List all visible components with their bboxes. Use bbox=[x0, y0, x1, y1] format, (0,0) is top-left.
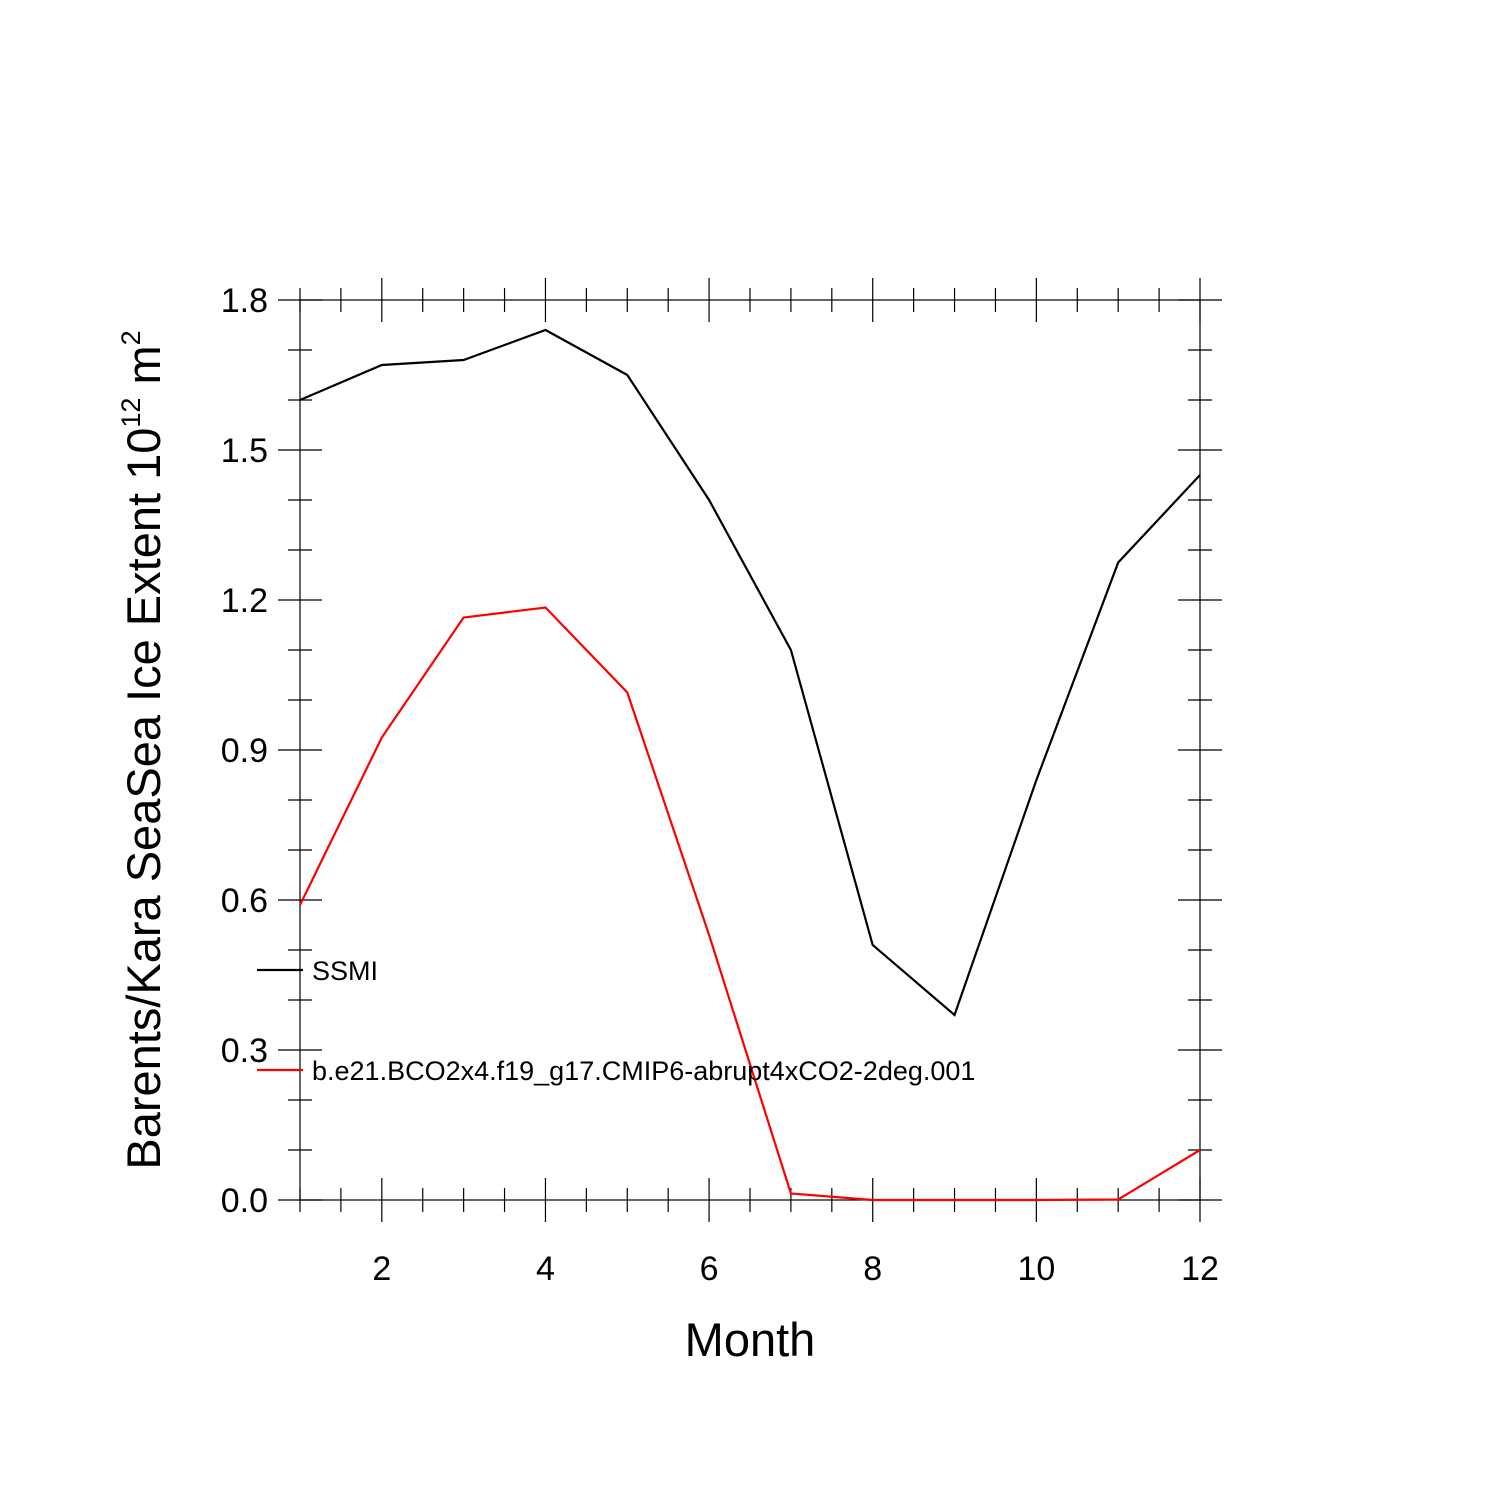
x-axis-title: Month bbox=[685, 1313, 816, 1366]
y-tick-label: 0.3 bbox=[221, 1032, 268, 1070]
plot-frame bbox=[299, 299, 1201, 1201]
x-tick-label: 6 bbox=[700, 1250, 719, 1288]
x-tick-label: 4 bbox=[536, 1250, 555, 1288]
legend-label-1: SSMI bbox=[312, 956, 378, 986]
y-tick-label: 1.8 bbox=[221, 282, 268, 320]
y-axis-title-text: Barents/Kara SeaSea Ice Extent 10 bbox=[117, 428, 170, 1170]
legend: SSMI b.e21.BCO2x4.f19_g17.CMIP6-abrupt4xC… bbox=[257, 956, 975, 1086]
series-line-1 bbox=[299, 328, 1201, 1017]
y-tick-label: 0.6 bbox=[221, 882, 268, 920]
y-axis-title-unit: m bbox=[117, 345, 170, 397]
y-axis-title-exponent: 12 bbox=[116, 398, 146, 428]
y-axis-title-unit-exponent: 2 bbox=[116, 330, 146, 345]
x-tick-label: 2 bbox=[372, 1250, 391, 1288]
y-axis-title: Barents/Kara SeaSea Ice Extent 1012 m2 bbox=[116, 330, 170, 1169]
x-tick-label: 8 bbox=[863, 1250, 882, 1288]
x-tick-labels: 2 4 6 8 10 12 bbox=[372, 1250, 1219, 1288]
y-tick-label: 0.0 bbox=[221, 1182, 268, 1220]
y-tick-labels: 0.0 0.3 0.6 0.9 1.2 1.5 1.8 bbox=[221, 282, 268, 1220]
legend-label-2: b.e21.BCO2x4.f19_g17.CMIP6-abrupt4xCO2-2… bbox=[312, 1056, 975, 1086]
y-tick-label: 0.9 bbox=[221, 732, 268, 770]
series-line-2 bbox=[299, 606, 1201, 1202]
series-lines bbox=[299, 328, 1201, 1202]
x-tick-label: 10 bbox=[1017, 1250, 1055, 1288]
x-tick-label: 12 bbox=[1181, 1250, 1219, 1288]
y-tick-label: 1.2 bbox=[221, 582, 268, 620]
y-tick-label: 1.5 bbox=[221, 432, 268, 470]
